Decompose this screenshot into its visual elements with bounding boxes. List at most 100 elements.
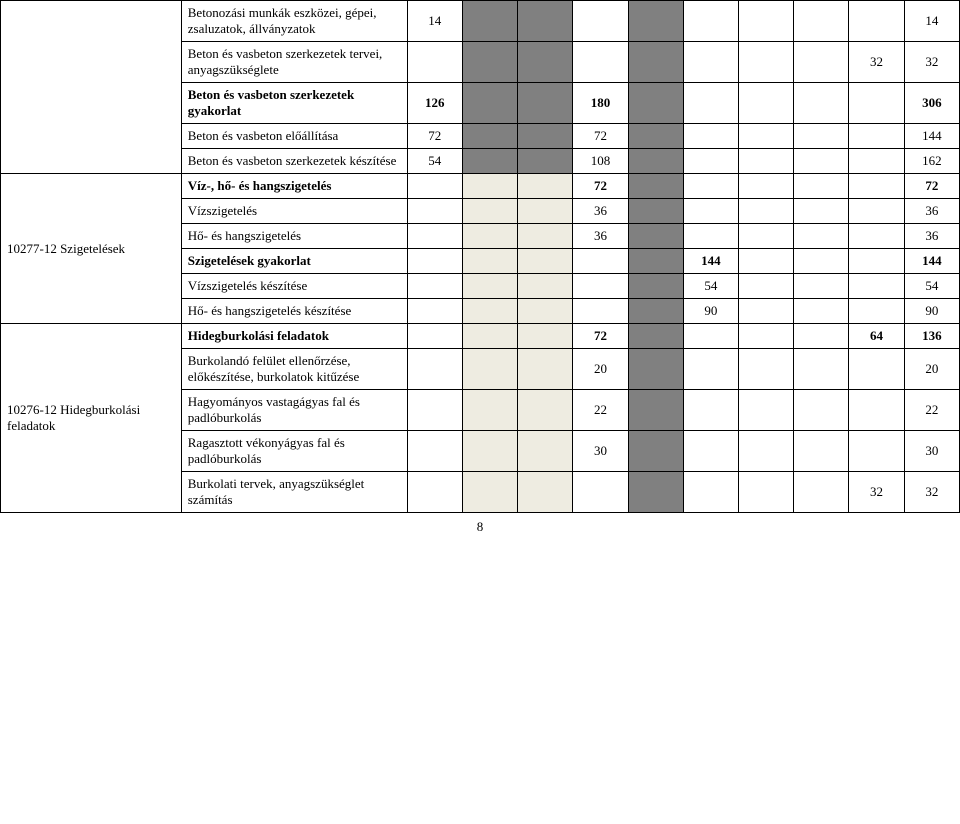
table-cell <box>462 249 517 274</box>
table-cell <box>628 299 683 324</box>
table-cell <box>518 224 573 249</box>
table-cell <box>407 274 462 299</box>
table-cell: 126 <box>407 83 462 124</box>
table-cell <box>462 42 517 83</box>
table-cell: 54 <box>683 274 738 299</box>
curriculum-table: Betonozási munkák eszközei, gépei, zsalu… <box>0 0 960 513</box>
table-cell <box>462 149 517 174</box>
row-description: Víz-, hő- és hangszigetelés <box>181 174 407 199</box>
table-cell <box>462 224 517 249</box>
table-cell <box>739 390 794 431</box>
table-cell <box>628 472 683 513</box>
table-cell <box>462 199 517 224</box>
table-cell <box>739 174 794 199</box>
row-description: Beton és vasbeton szerkezetek tervei, an… <box>181 42 407 83</box>
table-cell: 22 <box>904 390 959 431</box>
table-cell <box>794 472 849 513</box>
table-cell: 180 <box>573 83 628 124</box>
table-cell <box>518 431 573 472</box>
table-cell <box>462 274 517 299</box>
table-cell <box>407 174 462 199</box>
table-cell <box>573 274 628 299</box>
table-cell <box>628 83 683 124</box>
table-cell <box>407 42 462 83</box>
table-row: 10276-12 Hidegburkolási feladatokHidegbu… <box>1 324 960 349</box>
table-cell <box>849 299 904 324</box>
table-cell <box>849 224 904 249</box>
table-cell <box>628 199 683 224</box>
table-cell <box>849 83 904 124</box>
table-cell: 306 <box>904 83 959 124</box>
row-description: Betonozási munkák eszközei, gépei, zsalu… <box>181 1 407 42</box>
row-description: Beton és vasbeton szerkezetek készítése <box>181 149 407 174</box>
table-cell: 90 <box>904 299 959 324</box>
table-cell <box>683 1 738 42</box>
table-cell <box>739 224 794 249</box>
row-description: Ragasztott vékonyágyas fal és padlóburko… <box>181 431 407 472</box>
table-row: 10277-12 SzigetelésekVíz-, hő- és hangsz… <box>1 174 960 199</box>
table-cell <box>628 249 683 274</box>
table-cell <box>739 274 794 299</box>
table-cell: 144 <box>904 249 959 274</box>
table-cell <box>628 349 683 390</box>
table-cell <box>683 472 738 513</box>
table-cell <box>462 174 517 199</box>
table-cell <box>518 1 573 42</box>
table-cell: 72 <box>573 324 628 349</box>
table-cell <box>794 390 849 431</box>
table-cell <box>683 224 738 249</box>
table-cell <box>462 431 517 472</box>
row-group-label: 10276-12 Hidegburkolási feladatok <box>1 324 182 513</box>
table-cell <box>518 42 573 83</box>
table-cell: 54 <box>407 149 462 174</box>
table-cell <box>794 249 849 274</box>
table-cell <box>849 149 904 174</box>
table-cell <box>628 324 683 349</box>
table-cell <box>849 199 904 224</box>
row-description: Burkolandó felület ellenőrzése, előkészí… <box>181 349 407 390</box>
table-cell <box>462 124 517 149</box>
table-cell <box>407 431 462 472</box>
table-cell <box>849 249 904 274</box>
table-cell <box>683 42 738 83</box>
table-cell <box>573 299 628 324</box>
table-cell <box>683 199 738 224</box>
table-cell <box>407 472 462 513</box>
table-cell <box>628 1 683 42</box>
table-cell: 20 <box>904 349 959 390</box>
table-cell <box>794 42 849 83</box>
table-cell <box>518 472 573 513</box>
table-cell <box>683 349 738 390</box>
table-cell <box>739 472 794 513</box>
table-cell <box>462 83 517 124</box>
table-cell <box>462 349 517 390</box>
table-cell: 36 <box>904 224 959 249</box>
table-cell <box>518 199 573 224</box>
table-cell: 36 <box>573 224 628 249</box>
table-cell <box>739 149 794 174</box>
table-cell: 30 <box>573 431 628 472</box>
row-group-label: 10277-12 Szigetelések <box>1 174 182 324</box>
table-cell <box>462 299 517 324</box>
table-cell <box>739 349 794 390</box>
table-cell <box>518 249 573 274</box>
table-cell <box>407 299 462 324</box>
table-cell: 64 <box>849 324 904 349</box>
table-cell <box>683 149 738 174</box>
table-cell <box>849 431 904 472</box>
table-cell: 36 <box>573 199 628 224</box>
table-cell <box>849 124 904 149</box>
table-cell <box>794 274 849 299</box>
table-cell <box>628 274 683 299</box>
table-cell <box>407 199 462 224</box>
table-cell <box>407 390 462 431</box>
table-cell <box>518 274 573 299</box>
table-cell <box>849 174 904 199</box>
table-cell <box>739 249 794 274</box>
row-description: Hő- és hangszigetelés <box>181 224 407 249</box>
table-cell <box>628 149 683 174</box>
table-cell <box>849 349 904 390</box>
table-cell: 136 <box>904 324 959 349</box>
table-cell <box>739 42 794 83</box>
table-cell <box>628 390 683 431</box>
